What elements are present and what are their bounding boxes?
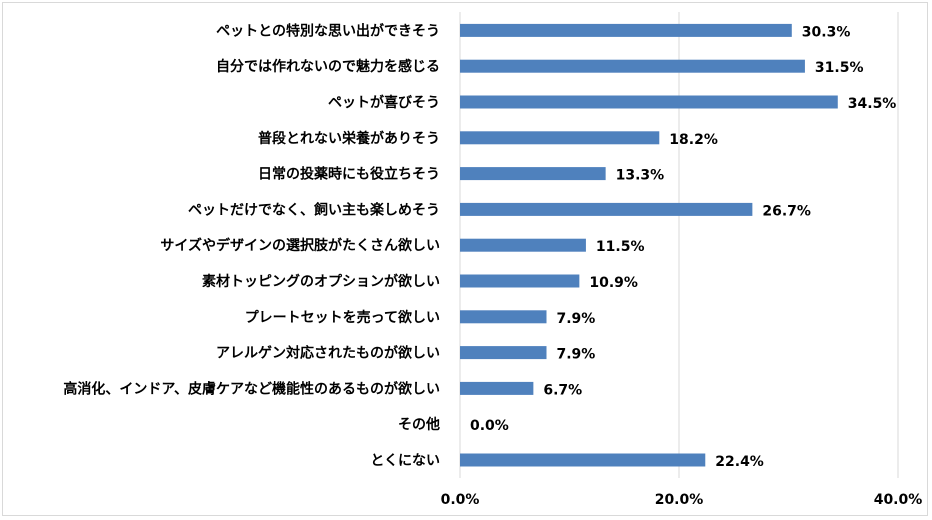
data-label: 7.9%: [557, 347, 596, 363]
category-label: ペットが喜びそう: [328, 94, 440, 111]
bar: [460, 381, 534, 395]
x-tick-label: 40.0%: [874, 492, 923, 508]
data-label: 26.7%: [762, 203, 811, 219]
x-tick-label: 20.0%: [655, 492, 704, 508]
data-label: 11.5%: [596, 239, 645, 255]
bar: [460, 59, 805, 73]
data-label: 7.9%: [557, 311, 596, 327]
bar: [460, 167, 606, 181]
bar: [460, 310, 547, 324]
data-label: 6.7%: [543, 382, 582, 398]
data-label: 30.3%: [802, 24, 851, 40]
category-label: 普段とれない栄養がありそう: [258, 130, 440, 147]
data-label: 0.0%: [470, 418, 509, 434]
category-label: とくにない: [370, 453, 440, 469]
data-label: 10.9%: [589, 275, 638, 291]
x-tick-label: 0.0%: [441, 492, 480, 508]
category-label: アレルゲン対応されたものが欲しい: [216, 345, 440, 362]
data-label: 18.2%: [669, 132, 718, 148]
bar: [460, 453, 706, 467]
category-label: サイズやデザインの選択肢がたくさん欲しい: [160, 237, 440, 254]
bar: [460, 238, 586, 252]
category-label: ペットとの特別な思い出ができそう: [216, 22, 440, 39]
bar: [460, 202, 753, 216]
data-label: 34.5%: [848, 96, 897, 112]
bar: [460, 95, 838, 109]
category-label: 自分では作れないので魅力を感じる: [216, 58, 440, 75]
bar: [460, 346, 547, 360]
bar: [460, 131, 660, 145]
data-label: 22.4%: [715, 454, 764, 470]
category-label: 日常の投薬時にも役立ちそう: [258, 166, 440, 183]
category-label: 素材トッピングのオプションが欲しい: [202, 273, 440, 290]
category-label: ペットだけでなく、飼い主も楽しめそう: [188, 201, 440, 218]
bar: [460, 23, 792, 37]
data-label: 13.3%: [616, 168, 665, 184]
category-label: プレートセットを売って欲しい: [245, 309, 440, 326]
category-label: 高消化、インドア、皮膚ケアなど機能性のあるものが欲しい: [63, 380, 440, 397]
category-label: その他: [398, 416, 440, 433]
data-label: 31.5%: [815, 60, 864, 76]
bar: [460, 274, 580, 288]
